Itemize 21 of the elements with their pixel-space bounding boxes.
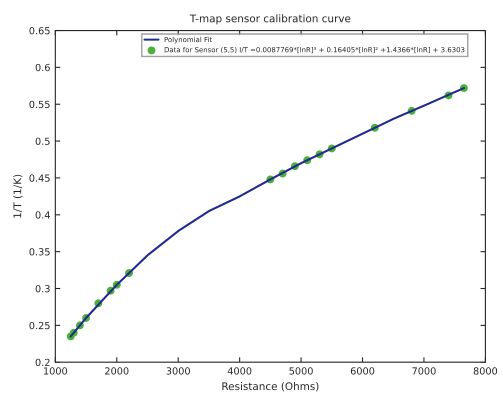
- x-axis-title: Resistance (Ohms): [222, 382, 318, 392]
- y-tick-label: 0.35: [29, 248, 50, 256]
- y-tick-label: 0.6: [36, 64, 50, 72]
- y-tick-label: 0.5: [36, 138, 50, 145]
- y-tick-label: 0.2: [36, 358, 50, 366]
- x-tick-label: 1000: [44, 367, 68, 375]
- x-tick-label: 8000: [474, 367, 498, 375]
- y-tick-label: 0.45: [29, 174, 50, 182]
- y-axis-title: 1/T (1/K): [13, 174, 22, 218]
- y-tick-label: 0.4: [36, 211, 50, 219]
- x-tick-label: 5000: [289, 367, 313, 375]
- x-tick-label: 6000: [350, 367, 374, 375]
- y-tick-label: 0.25: [29, 322, 50, 330]
- chart-title: T-map sensor calibration curve: [190, 14, 350, 24]
- x-tick-label: 2000: [105, 367, 128, 375]
- y-tick-label: 0.55: [29, 100, 50, 108]
- y-tick-label: 0.65: [29, 27, 50, 34]
- y-tick-label: 0.3: [36, 284, 50, 292]
- x-tick-label: 4000: [228, 367, 252, 375]
- x-tick-label: 3000: [166, 367, 190, 375]
- x-tick-label: 7000: [412, 367, 436, 375]
